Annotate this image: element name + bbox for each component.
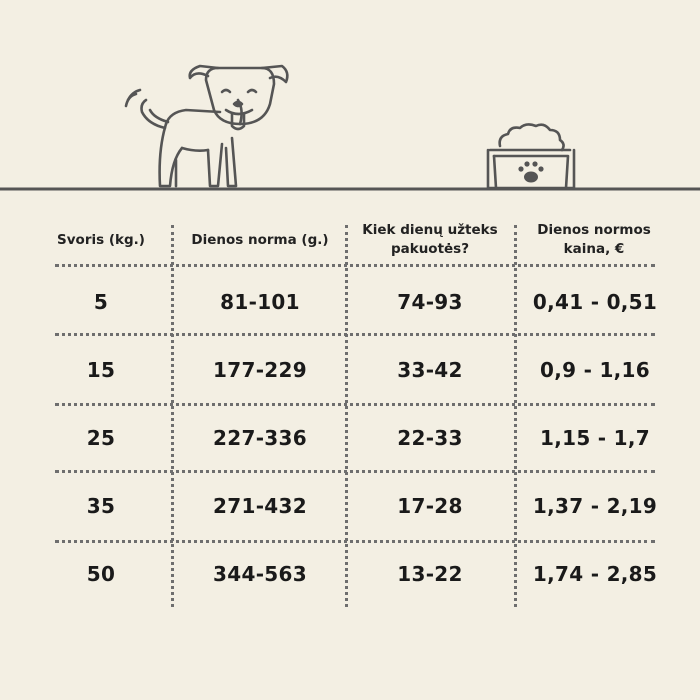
row-separator: [55, 264, 655, 267]
column-separator: [171, 225, 174, 607]
row-separator: [55, 540, 655, 543]
header-weight: Svoris (kg.): [57, 231, 145, 248]
cell-daily-norm: 227-336: [213, 426, 307, 450]
header-illustration: [0, 64, 700, 191]
dog-icon: [124, 64, 289, 188]
header-daily-cost: Dienos normos kaina, €: [537, 222, 651, 257]
cell-daily-cost: 0,41 - 0,51: [532, 290, 658, 314]
header-daily-norm: Dienos norma (g.): [191, 231, 329, 248]
row-separator: [55, 403, 655, 406]
cell-weight: 15: [86, 358, 116, 382]
cell-daily-cost: 1,15 - 1,7: [539, 426, 650, 450]
paw-icon: [518, 161, 544, 183]
header-days-package: Kiek dienų užteks pakuotės?: [362, 222, 498, 257]
cell-days-package: 17-28: [397, 494, 463, 518]
column-separator: [514, 225, 517, 607]
cell-days-package: 33-42: [397, 358, 463, 382]
cell-days-package: 13-22: [397, 562, 463, 586]
cell-daily-cost: 1,37 - 2,19: [532, 494, 658, 518]
cell-days-package: 22-33: [397, 426, 463, 450]
food-bowl-icon: [486, 123, 576, 190]
cell-weight: 5: [93, 290, 109, 314]
cell-weight: 25: [86, 426, 116, 450]
cell-daily-norm: 177-229: [213, 358, 307, 382]
cell-daily-cost: 1,74 - 2,85: [532, 562, 658, 586]
cell-daily-norm: 81-101: [220, 290, 300, 314]
cell-daily-norm: 271-432: [213, 494, 307, 518]
row-separator: [55, 333, 655, 336]
cell-days-package: 74-93: [397, 290, 463, 314]
cell-daily-norm: 344-563: [213, 562, 307, 586]
cell-weight: 50: [86, 562, 116, 586]
cell-weight: 35: [86, 494, 116, 518]
row-separator: [55, 470, 655, 473]
cell-daily-cost: 0,9 - 1,16: [539, 358, 650, 382]
column-separator: [345, 225, 348, 607]
